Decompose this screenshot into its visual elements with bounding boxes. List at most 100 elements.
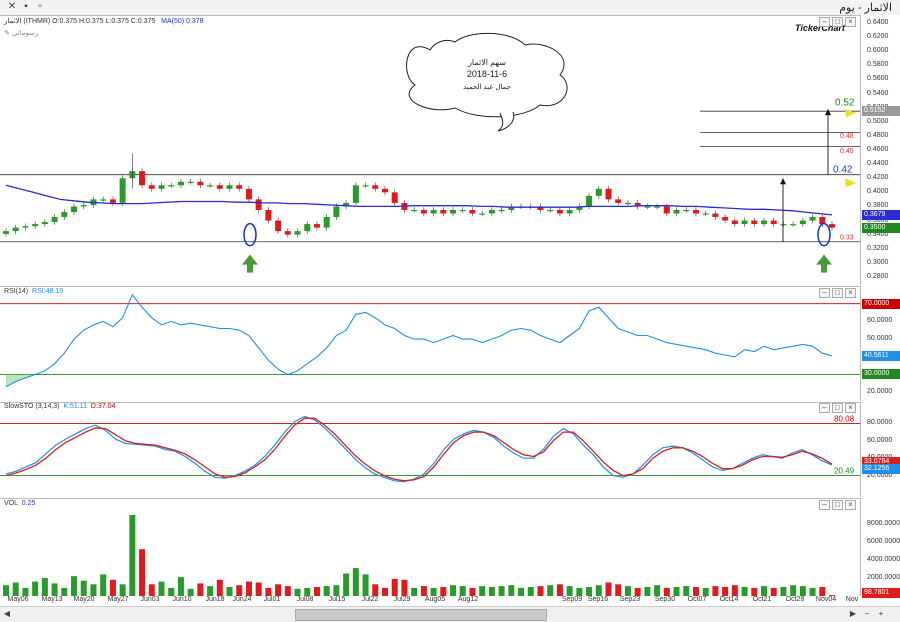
close-panel-icon[interactable]: × xyxy=(845,500,856,510)
volume-bar xyxy=(61,587,68,596)
minimize-panel-icon[interactable]: – xyxy=(819,500,830,510)
volume-bar xyxy=(304,587,311,596)
maximize-panel-icon[interactable]: □ xyxy=(832,500,843,510)
price-tick: 0.3200 xyxy=(867,244,889,252)
price-tick: 0.3600 xyxy=(867,216,889,224)
minimize-panel-icon[interactable]: – xyxy=(819,17,830,27)
candle xyxy=(391,192,398,203)
volume-bar xyxy=(770,587,777,596)
zoom-in-icon[interactable]: + xyxy=(878,609,884,618)
volume-bar xyxy=(780,587,787,596)
volume-bar xyxy=(760,586,767,596)
zoom-out-icon[interactable]: − xyxy=(864,609,870,618)
volume-bar xyxy=(450,585,457,596)
candle xyxy=(168,185,175,187)
candle xyxy=(51,217,58,222)
stoch-d-label: 33.0784 xyxy=(862,456,900,467)
volume-bar xyxy=(527,587,534,596)
candle xyxy=(362,185,369,187)
candle xyxy=(71,206,78,213)
target-arrow-2-head xyxy=(825,109,831,116)
maximize-icon[interactable]: ▪ xyxy=(24,1,28,12)
date-label: May06 xyxy=(7,596,29,603)
stoch-d-line xyxy=(5,417,833,482)
rsi-panel[interactable] xyxy=(0,286,860,402)
rsi-title: RSI(14) xyxy=(4,288,29,295)
price-panel-buttons: – □ × xyxy=(817,17,856,27)
candle xyxy=(469,209,476,214)
minimize-panel-icon[interactable]: – xyxy=(819,403,830,413)
volume-bar xyxy=(411,587,418,596)
pointer-marker xyxy=(845,178,856,188)
volume-bar xyxy=(381,587,388,596)
candle xyxy=(304,224,311,232)
maximize-panel-icon[interactable]: □ xyxy=(832,403,843,413)
stoch-tick: 80.0000 xyxy=(867,419,893,427)
volume-bar xyxy=(479,586,486,596)
volume-bar xyxy=(488,587,495,596)
candle xyxy=(440,209,447,214)
ma50-line xyxy=(5,184,833,216)
volume-bar xyxy=(508,585,515,596)
stoch-panel[interactable] xyxy=(0,402,860,498)
close-panel-icon[interactable]: × xyxy=(845,17,856,27)
last-price-label: 0.3500 xyxy=(862,222,900,233)
maximize-panel-icon[interactable]: □ xyxy=(832,17,843,27)
rsi-axis: 70.000060.000050.000040.000030.000020.00… xyxy=(860,286,900,401)
minimize-panel-icon[interactable]: – xyxy=(819,288,830,298)
candle xyxy=(216,185,223,189)
scroll-left-icon[interactable]: ◀ xyxy=(3,609,11,618)
volume-bar xyxy=(566,586,573,596)
date-label: Aug12 xyxy=(457,596,479,603)
price-axis: 0.64000.62000.60000.58000.56000.54000.52… xyxy=(860,15,900,285)
candle xyxy=(615,199,622,203)
candle xyxy=(634,202,641,207)
candle xyxy=(323,217,330,228)
candle xyxy=(556,209,563,214)
candle xyxy=(177,181,184,186)
volume-bar xyxy=(313,587,320,596)
date-label: Sep16 xyxy=(587,596,609,603)
volume-bar xyxy=(333,585,340,596)
volume-bar xyxy=(615,584,622,596)
price-tick: 0.4000 xyxy=(867,188,889,196)
volume-bar xyxy=(498,586,505,596)
volume-bar xyxy=(139,549,146,596)
stoch-panel-buttons: – □ × xyxy=(817,403,856,413)
scroll-right-icon[interactable]: ▶ xyxy=(849,609,857,618)
volume-bar xyxy=(692,587,699,596)
volume-bar xyxy=(605,582,612,596)
price-tick: 0.3000 xyxy=(867,258,889,266)
candle xyxy=(381,188,388,193)
candle xyxy=(148,185,155,189)
volume-bar xyxy=(207,586,214,596)
candle xyxy=(663,206,670,214)
close-panel-icon[interactable]: × xyxy=(845,288,856,298)
volume-bar xyxy=(712,586,719,596)
volume-bar xyxy=(420,586,427,596)
candle xyxy=(3,231,9,234)
close-panel-icon[interactable]: × xyxy=(845,403,856,413)
maximize-panel-icon[interactable]: □ xyxy=(832,288,843,298)
candle xyxy=(22,226,29,228)
volume-bar xyxy=(391,578,398,596)
drawing-tool-button[interactable]: ✎ رسوماتي xyxy=(4,30,39,37)
candle xyxy=(41,221,48,225)
speech-bubble xyxy=(406,32,568,118)
volume-tick: 6000.0000 xyxy=(867,538,900,545)
close-icon[interactable]: ✕ xyxy=(7,1,17,12)
restore-icon[interactable]: ▫ xyxy=(38,1,42,12)
candle xyxy=(158,185,165,189)
stoch-title: SlowSTO (3,14,3) xyxy=(4,403,60,410)
date-label: Oct28 xyxy=(785,596,805,603)
volume-bar xyxy=(245,581,252,596)
candle xyxy=(100,199,107,201)
candle xyxy=(790,224,797,226)
horizontal-scrollbar[interactable]: ◀ ▶ − + xyxy=(0,606,900,622)
candle xyxy=(702,213,709,215)
volume-bar xyxy=(634,587,641,596)
scrollbar-thumb[interactable] xyxy=(295,609,547,621)
volume-bar xyxy=(187,588,194,596)
rsi-overbought-label: 70.0000 xyxy=(862,298,900,309)
